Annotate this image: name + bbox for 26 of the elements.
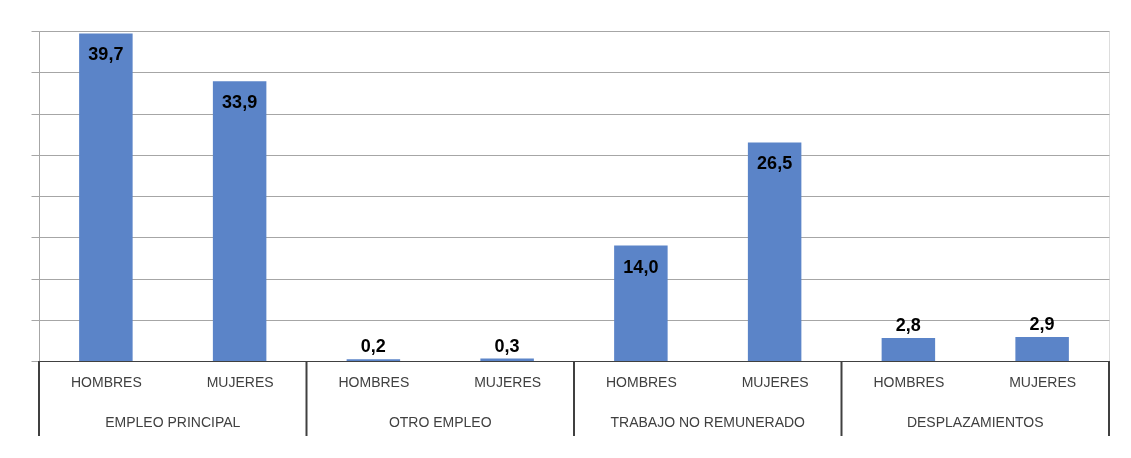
text: DESPLAZAMIENTOS <box>906 414 1044 430</box>
text: EMPLEO PRINCIPAL <box>105 414 241 430</box>
text: TRABAJO NO REMUNERADO <box>610 414 806 430</box>
x-tick-label: MUJERES <box>474 373 542 390</box>
x-tick-label: HOMBRES <box>70 373 142 390</box>
bar <box>614 245 668 361</box>
bar <box>1015 337 1069 361</box>
x-tick-label: HOMBRES <box>338 373 410 390</box>
data-label: 0,2 <box>360 336 386 357</box>
data-label: 33,9 <box>222 92 258 113</box>
data-label: 2,8 <box>895 314 921 335</box>
data-label: 14,0 <box>623 256 659 277</box>
x-tick-label: HOMBRES <box>873 373 945 390</box>
bar <box>747 142 802 361</box>
data-label: 0,3 <box>494 335 520 356</box>
bar <box>881 337 936 361</box>
x-tick-label: MUJERES <box>1009 373 1077 390</box>
x-tick-label: HOMBRES <box>605 373 677 390</box>
data-label: 39,7 <box>88 44 124 65</box>
data-label: 26,5 <box>757 153 793 174</box>
x-tick-label: MUJERES <box>206 373 274 390</box>
bar <box>79 33 133 361</box>
x-tick-label: MUJERES <box>741 373 809 390</box>
data-label: 2,9 <box>1029 314 1055 335</box>
text: OTRO EMPLEO <box>388 414 492 430</box>
bar <box>212 81 267 361</box>
